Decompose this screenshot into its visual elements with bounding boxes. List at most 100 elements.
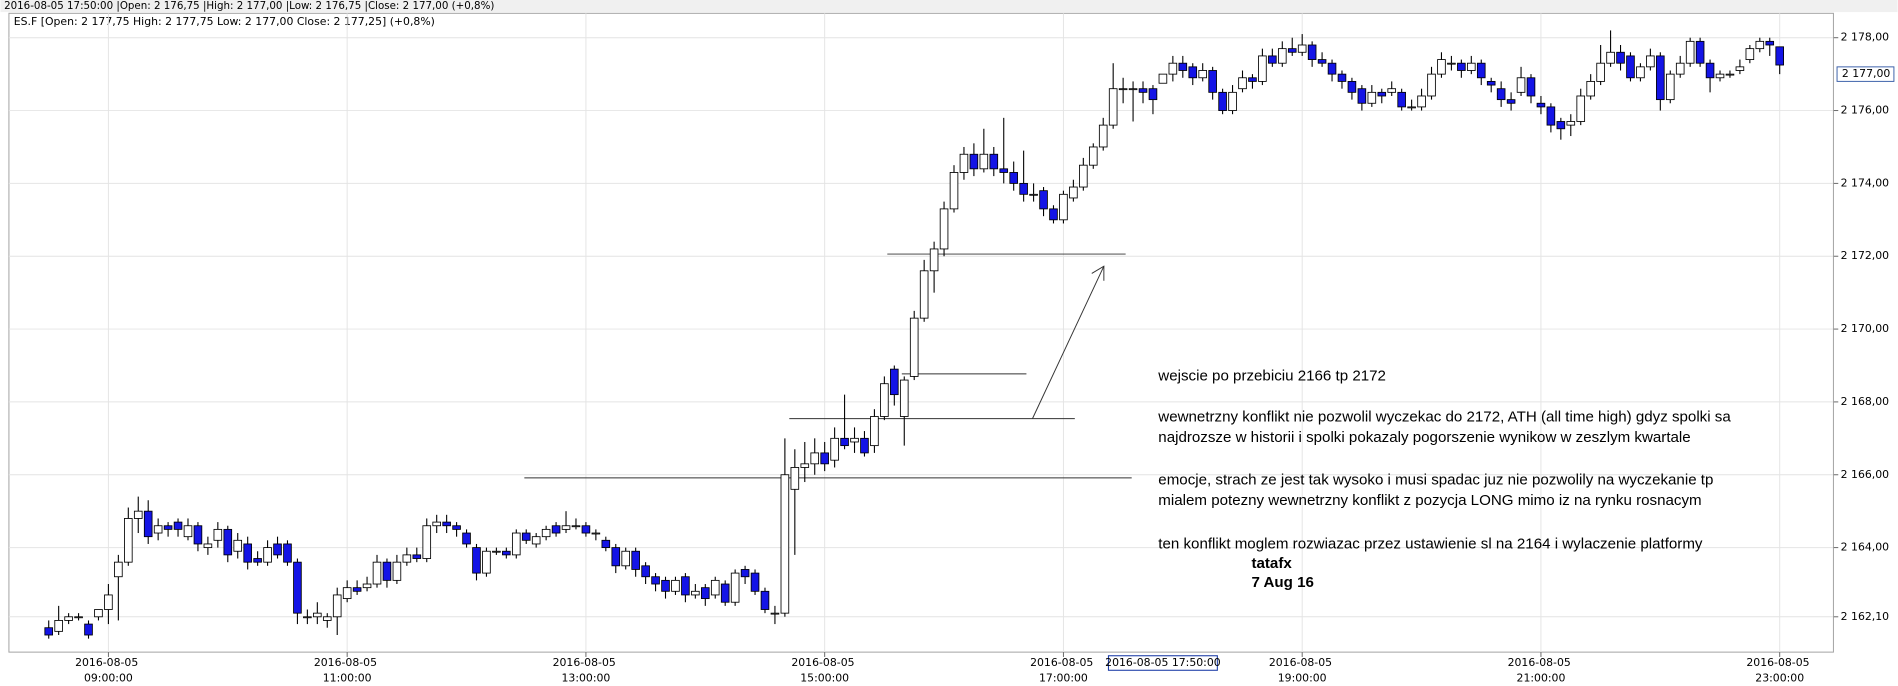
- x-tick-time: 11:00:00: [323, 672, 372, 685]
- candle-body-up: [780, 474, 790, 614]
- candle-body-up: [919, 270, 929, 319]
- candle-body-up: [571, 525, 581, 528]
- candle-body-up: [263, 547, 272, 563]
- candle-body-up: [1297, 44, 1307, 53]
- candle-body-up: [1586, 80, 1595, 97]
- candle-body-up: [342, 587, 352, 600]
- candle-body-up: [1198, 70, 1208, 79]
- candle-body-up: [929, 248, 939, 272]
- annotation-text: mialem potezny wewnetrzny konflikt z poz…: [1158, 492, 1701, 509]
- candle-body-up: [621, 550, 631, 567]
- candle-body-down: [1616, 51, 1625, 64]
- candle-body-up: [104, 594, 113, 610]
- candle-body-down: [661, 579, 670, 592]
- x-tick-label: 2016-08-05 19:00:00: [1269, 656, 1336, 685]
- candle-body-up: [1725, 73, 1735, 76]
- x-tick-time: 17:00:00: [1039, 672, 1088, 685]
- candles: [44, 30, 1784, 639]
- candle-body-down: [890, 368, 899, 396]
- y-tick-label: 2 166,00: [1841, 468, 1890, 481]
- candle-body-up: [213, 528, 223, 541]
- candle-body-down: [143, 510, 153, 538]
- candle-body-down: [1397, 91, 1406, 108]
- candle-body-down: [1317, 59, 1327, 64]
- candle-body-up: [153, 525, 163, 534]
- annotation-text: ten konflikt moglem rozwiazac przez usta…: [1158, 535, 1703, 552]
- candle-body-down: [462, 532, 471, 545]
- x-tick-time: 13:00:00: [561, 672, 610, 685]
- candle-body-up: [124, 518, 133, 563]
- candle-body-up: [1755, 40, 1765, 50]
- candle-body-down: [740, 569, 750, 578]
- y-tick-label: 2 164,00: [1841, 541, 1890, 554]
- candle-body-up: [1387, 88, 1397, 93]
- candle-body-up: [1238, 77, 1247, 90]
- candle-body-up: [1576, 95, 1586, 122]
- candle-body-up: [203, 543, 213, 549]
- candle-body-up: [1059, 193, 1068, 221]
- candle-body-up: [1277, 48, 1287, 64]
- candle-body-up: [362, 583, 372, 589]
- x-tick-date: 2016-08-05: [1746, 656, 1813, 669]
- candle-body-down: [1377, 91, 1387, 97]
- x-tick-date: 2016-08-05: [553, 656, 620, 669]
- candle-body-up: [1029, 193, 1038, 196]
- candle-body-up: [1596, 62, 1605, 82]
- y-tick-label: 2 168,00: [1841, 395, 1890, 408]
- candle-body-up: [1715, 73, 1725, 79]
- price-box: [1836, 66, 1895, 82]
- candle-body-up: [800, 463, 810, 468]
- candle-body-down: [1178, 62, 1188, 71]
- candle-body-down: [969, 153, 979, 170]
- candle-body-up: [531, 536, 541, 545]
- x-tick-label: 2016-08-05 15:00:00: [791, 656, 858, 685]
- x-tick-date: 2016-08-05: [1508, 656, 1575, 669]
- annotation: wejscie po przebiciu 2166 tp 2172 wewnet…: [1157, 367, 1731, 591]
- candle-body-up: [432, 521, 441, 527]
- candle-body-down: [253, 558, 262, 563]
- candle-body-down: [1138, 88, 1148, 93]
- candle-body-up: [422, 525, 432, 559]
- candle-body-down: [173, 521, 183, 530]
- annotation-text: emocje, strach ze jest tak wysoko i musi…: [1158, 471, 1713, 488]
- candle-body-down: [651, 576, 660, 585]
- candle-body-up: [183, 525, 193, 538]
- x-tick-date: 2016-08-05: [791, 656, 858, 669]
- candle-body-up: [114, 561, 123, 578]
- y-tick-label: 2 176,00: [1841, 104, 1890, 117]
- time-label: 2016-08-05 17:50:00: [1105, 656, 1221, 669]
- candle-body-up: [1606, 51, 1615, 64]
- x-tick-date: 2016-08-05: [314, 656, 381, 669]
- candle-body-down: [581, 525, 591, 534]
- time-box: [1107, 655, 1218, 671]
- candle-body-down: [163, 525, 173, 530]
- candle-body-up: [1675, 62, 1685, 75]
- candle-body-up: [770, 612, 780, 615]
- candle-body-up: [1367, 91, 1377, 104]
- candle-body-up: [1427, 73, 1436, 97]
- annotation-author: tatafx: [1251, 555, 1292, 572]
- candle-body-down: [1327, 62, 1337, 75]
- candle-body-down: [1287, 48, 1297, 53]
- candle-body-up: [730, 572, 740, 603]
- candle-body-down: [1656, 55, 1665, 101]
- y-tick-label: 2 178,00: [1841, 31, 1890, 44]
- candle-body-up: [64, 616, 73, 621]
- candle-body-up: [1088, 146, 1098, 166]
- candle-body-up: [1407, 106, 1416, 109]
- y-tick-label: 2 172,00: [1841, 249, 1890, 262]
- arrow-head: [1091, 265, 1105, 281]
- candle-body-down: [1208, 70, 1217, 93]
- y-tick-label: 2 174,00: [1841, 176, 1890, 189]
- candle-body-up: [372, 561, 382, 585]
- candle-body-down: [999, 168, 1009, 173]
- x-tick-label: 2016-08-05 17:00:00: [1030, 656, 1097, 685]
- x-tick-time: 21:00:00: [1517, 672, 1566, 685]
- candle-body-up: [830, 437, 839, 461]
- candle-body-up: [899, 379, 909, 417]
- candle-body-up: [1566, 121, 1576, 126]
- x-tick-label: 2016-08-05 21:00:00: [1508, 656, 1575, 685]
- candle-body-down: [611, 547, 621, 567]
- candle-body-down: [442, 521, 451, 527]
- axes: 2 162,10 2 164,00 2 166,00 2 168,00 2 170,00…: [75, 31, 1895, 685]
